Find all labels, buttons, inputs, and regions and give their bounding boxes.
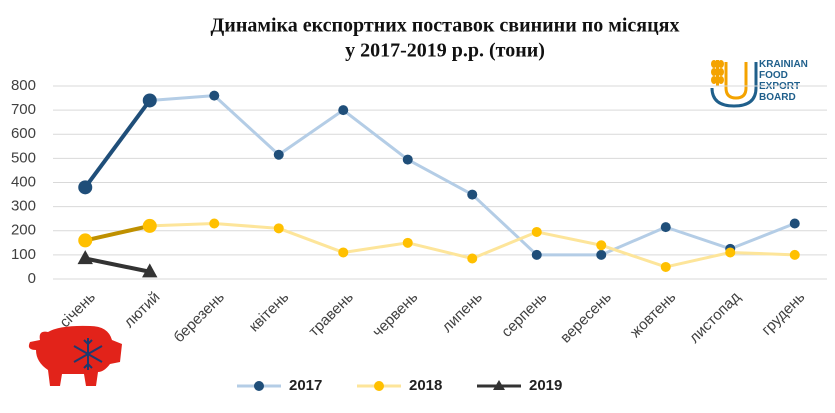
marker [78, 180, 93, 195]
x-tick-label: листопад [686, 288, 744, 346]
logo-u [710, 62, 758, 108]
y-tick-label: 200 [11, 222, 36, 239]
x-tick-label: вересень [557, 288, 615, 346]
x-tick-label: серпень [498, 288, 550, 340]
marker [660, 261, 671, 272]
y-tick-label: 0 [28, 270, 36, 287]
marker [402, 237, 413, 248]
marker [273, 223, 284, 234]
marker [77, 250, 93, 265]
series-highlight [84, 223, 151, 243]
marker [209, 218, 220, 229]
marker [596, 240, 607, 251]
logo: KRAINIAN FOOD EXPORT BOARD [710, 59, 808, 108]
chart-title: Динаміка експортних поставок свинини по … [211, 15, 680, 37]
marker [725, 247, 736, 258]
x-tick-label: січень [56, 288, 99, 331]
y-tick-label: 500 [11, 149, 36, 166]
y-tick-label: 600 [11, 125, 36, 142]
logo-text: KRAINIAN [759, 59, 808, 70]
marker [142, 93, 157, 108]
logo-wheat [711, 60, 724, 86]
y-tick-label: 400 [11, 173, 36, 190]
marker [531, 226, 542, 237]
logo-text: FOOD [759, 70, 788, 81]
marker [789, 249, 800, 260]
series-line [84, 222, 795, 269]
marker [78, 233, 93, 248]
chart-subtitle: у 2017-2019 р.р. (тони) [345, 40, 545, 62]
series-line [84, 94, 796, 257]
legend-label: 2019 [529, 377, 562, 394]
x-tick-label: квітень [246, 288, 293, 335]
x-tick-label: липень [439, 288, 486, 335]
legend-label: 2017 [289, 377, 322, 394]
series-highlight [84, 256, 151, 274]
marker [273, 149, 284, 160]
x-tick-label: лютий [121, 289, 164, 332]
marker [338, 105, 349, 116]
marker [338, 247, 349, 258]
marker [142, 263, 158, 278]
marker [789, 218, 800, 229]
logo-u-inner [724, 62, 748, 100]
marker [596, 249, 607, 260]
x-tick-label: травень [305, 288, 357, 340]
marker [142, 218, 157, 233]
series-highlight [83, 99, 152, 189]
marker [402, 154, 413, 165]
y-tick-label: 100 [11, 246, 36, 263]
marker [660, 222, 671, 233]
legend-marker [254, 381, 264, 391]
marker [467, 189, 478, 200]
logo-text: BOARD [759, 92, 796, 103]
marker [467, 253, 478, 264]
legend-label: 2018 [409, 377, 442, 394]
x-tick-label: жовтень [627, 288, 680, 341]
legend-marker [374, 381, 384, 391]
x-tick-label: червень [369, 288, 421, 340]
y-tick-label: 800 [11, 77, 36, 94]
x-tick-label: грудень [758, 288, 808, 338]
marker [209, 90, 220, 101]
y-tick-label: 300 [11, 198, 36, 215]
legend-marker [493, 380, 505, 390]
pig-icon [28, 325, 122, 386]
y-tick-label: 700 [11, 101, 36, 118]
marker [531, 249, 542, 260]
x-tick-label: березень [170, 288, 228, 346]
